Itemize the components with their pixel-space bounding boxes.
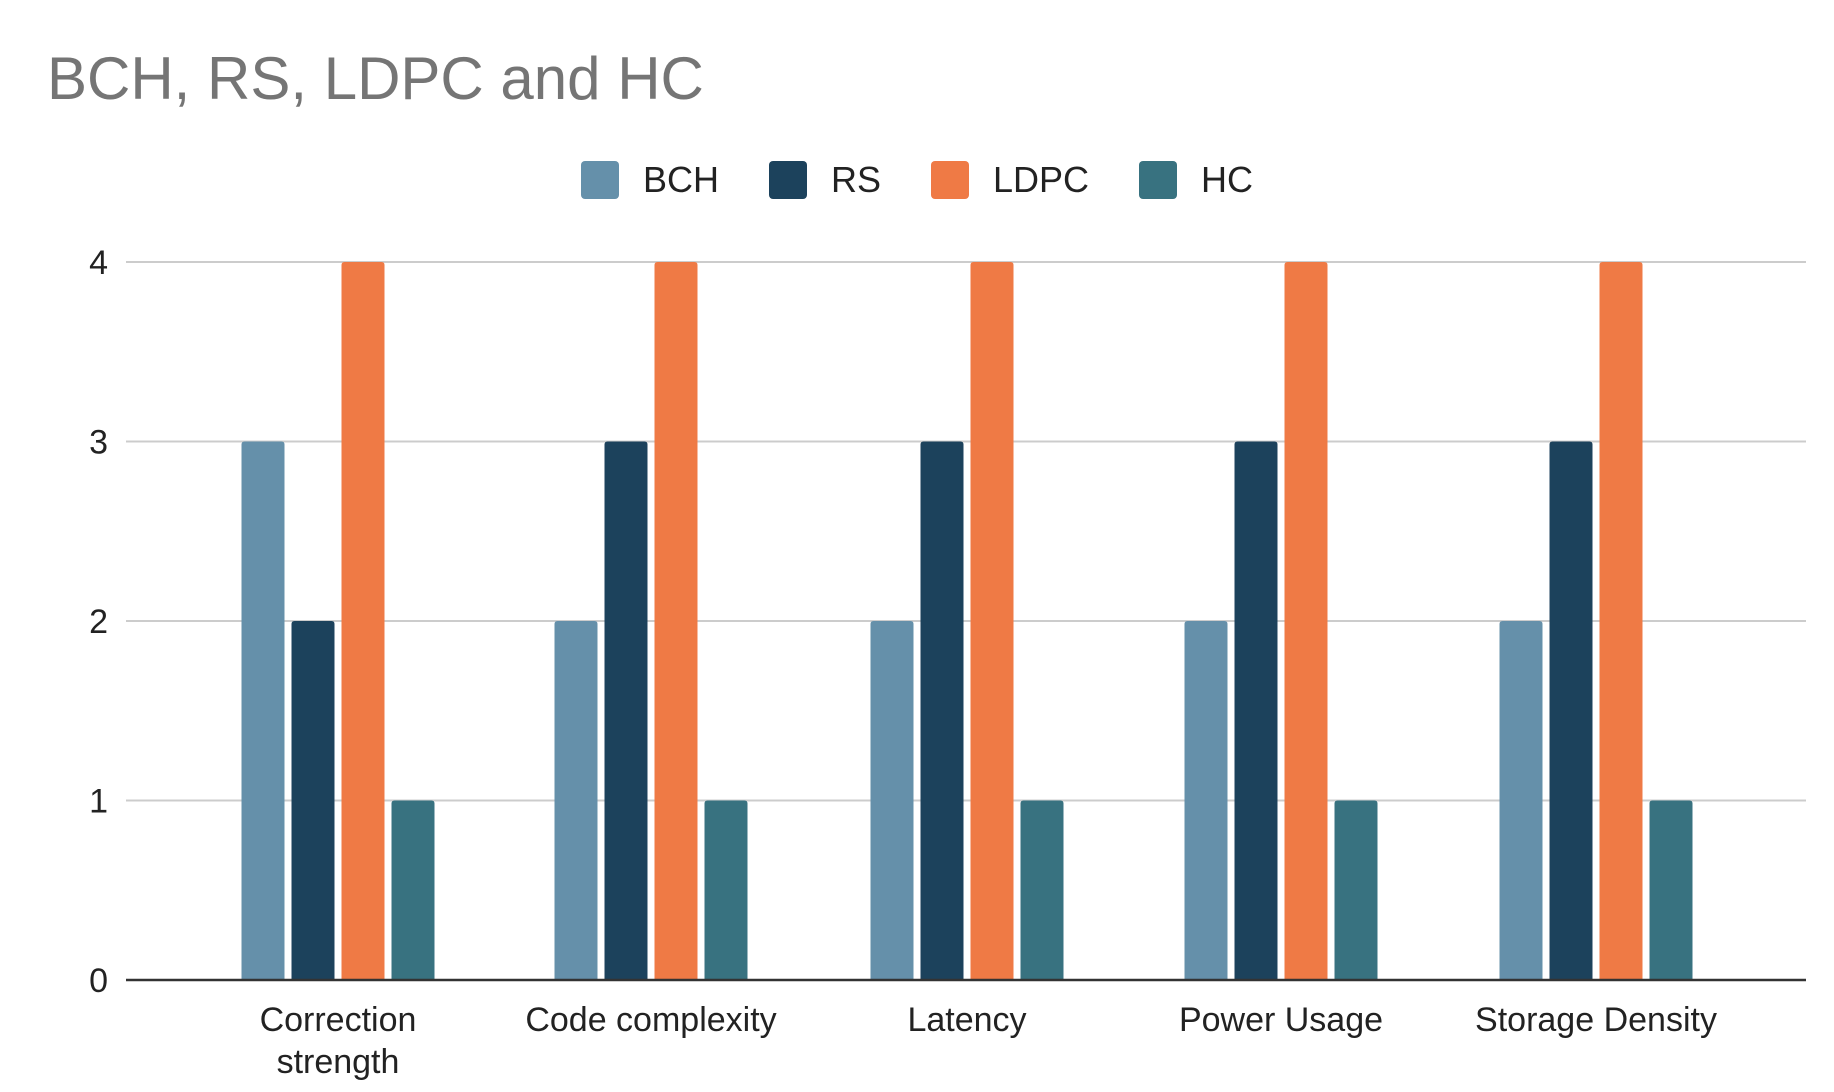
bar-bch: [870, 621, 914, 980]
y-tick-label: 0: [89, 962, 108, 1000]
bar-hc: [704, 800, 748, 980]
x-tick-label: strength: [277, 1043, 400, 1081]
bar-ldpc: [970, 262, 1014, 980]
bar-hc: [1334, 800, 1378, 980]
legend-swatch-hc: [1139, 161, 1178, 199]
bar-rs: [291, 621, 335, 980]
legend-label-rs: RS: [830, 159, 881, 200]
legend-label-hc: HC: [1201, 159, 1254, 200]
x-tick-label: Correction: [260, 1001, 417, 1039]
bar-rs: [1549, 441, 1593, 980]
bar-bch: [241, 441, 285, 980]
bar-ldpc: [341, 262, 385, 980]
y-tick-label: 1: [89, 783, 108, 821]
bar-ldpc: [1284, 262, 1328, 980]
legend-swatch-ldpc: [931, 161, 969, 199]
bar-hc: [1020, 800, 1064, 980]
bar-rs: [604, 441, 648, 980]
bar-rs: [920, 441, 964, 980]
legend: BCH RS LDPC HC: [0, 155, 1834, 205]
legend-item-rs[interactable]: RS: [768, 159, 881, 201]
legend-label-ldpc: LDPC: [993, 159, 1090, 200]
legend-swatch-bch: [580, 161, 619, 199]
chart-title: BCH, RS, LDPC and HC: [47, 45, 704, 112]
legend-label-bch: BCH: [642, 159, 719, 200]
legend-item-ldpc[interactable]: LDPC: [931, 159, 1089, 201]
legend-item-bch[interactable]: BCH: [580, 159, 719, 201]
legend-swatch-rs: [768, 161, 807, 199]
bar-hc: [1649, 800, 1693, 980]
bar-bch: [554, 621, 598, 980]
y-tick-label: 3: [89, 424, 108, 462]
bar-hc: [391, 800, 435, 980]
x-tick-label: Code complexity: [525, 1001, 776, 1039]
bar-bch: [1499, 621, 1543, 980]
bar-rs: [1234, 441, 1278, 980]
y-tick-label: 2: [89, 603, 108, 641]
tick-labels: 0 1 2 3 4 Correction strength Code complexity La…: [89, 244, 1717, 1081]
bar-ldpc: [654, 262, 698, 980]
y-tick-label: 4: [89, 244, 108, 282]
legend-item-hc[interactable]: HC: [1139, 159, 1253, 201]
x-tick-label: Storage Density: [1475, 1001, 1717, 1039]
bar-ldpc: [1599, 262, 1643, 980]
x-tick-label: Power Usage: [1179, 1001, 1383, 1039]
bars: [241, 262, 1693, 980]
x-tick-label: Latency: [907, 1001, 1026, 1039]
bar-bch: [1184, 621, 1228, 980]
